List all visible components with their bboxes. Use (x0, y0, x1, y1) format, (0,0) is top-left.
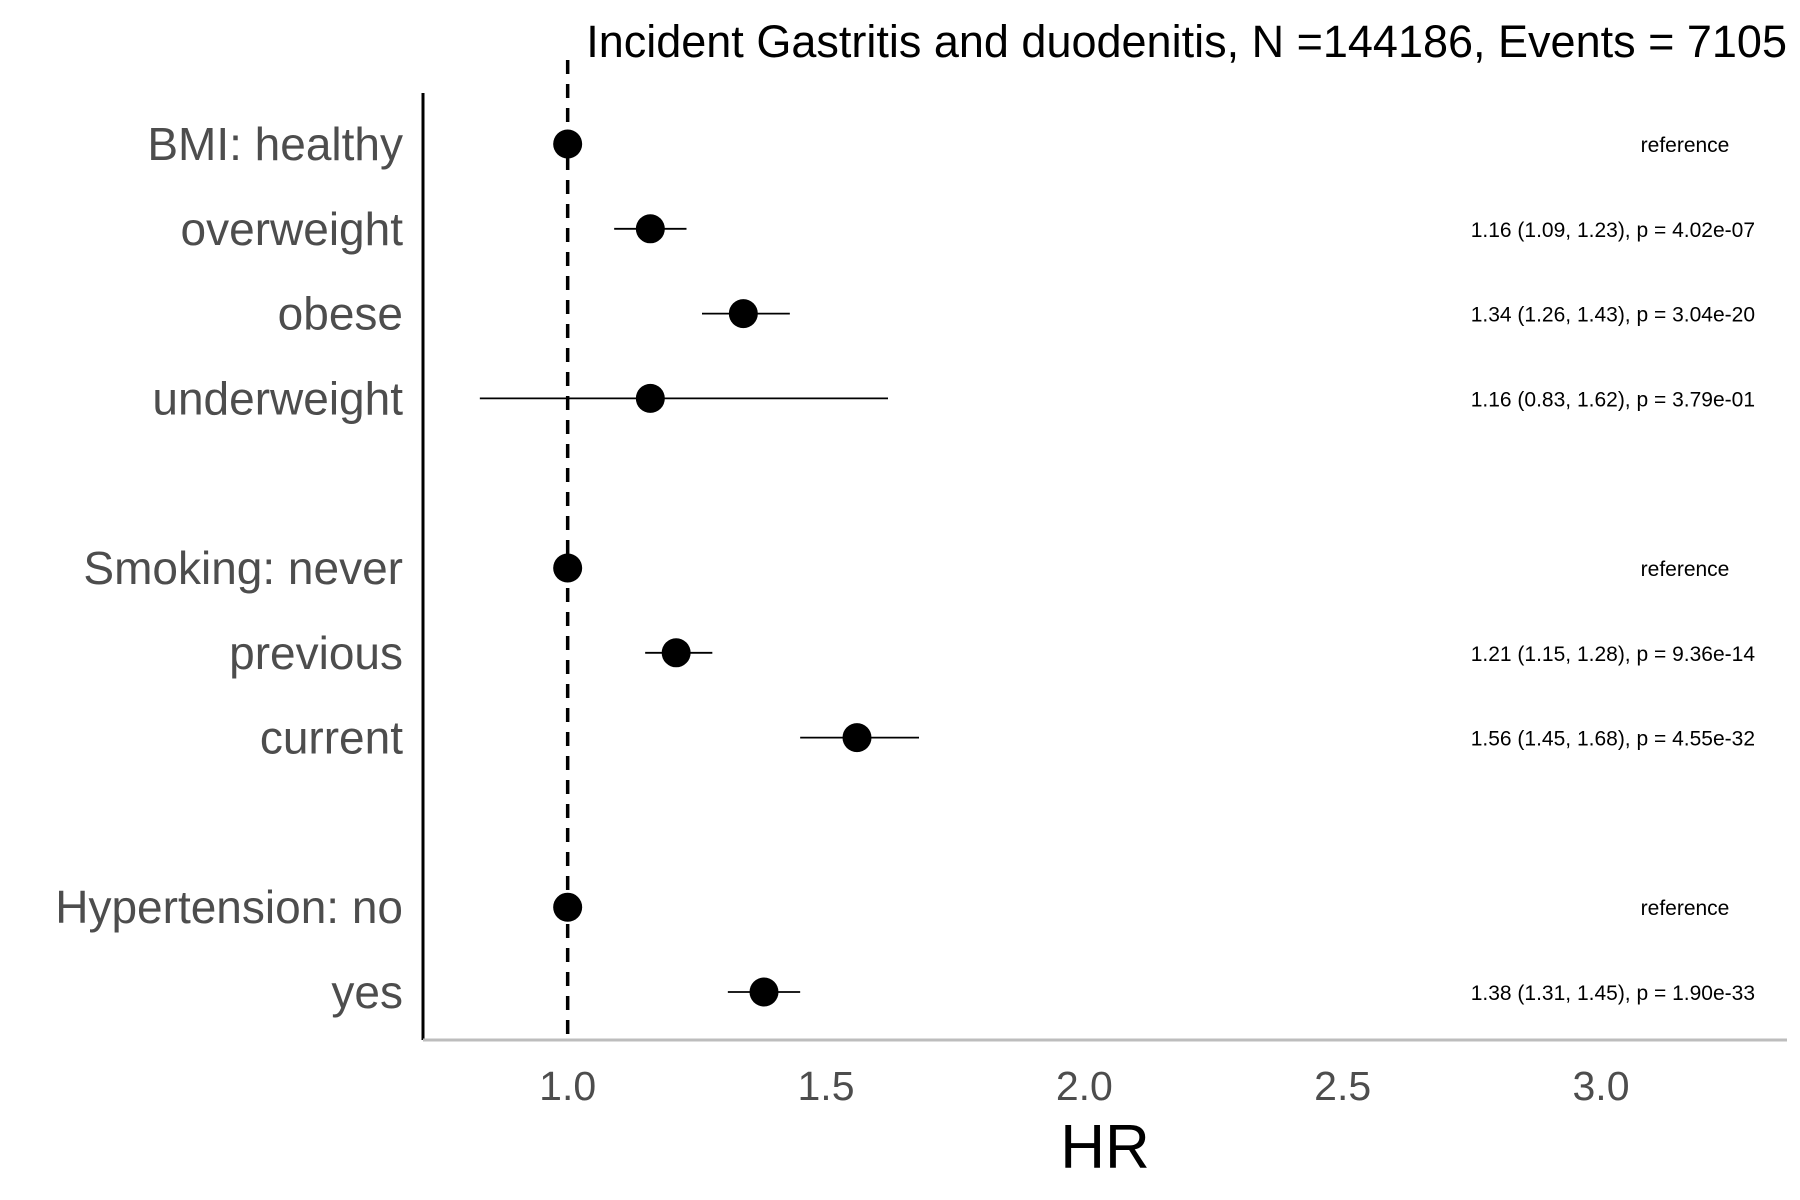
row-label: current (260, 712, 403, 764)
hr-point (842, 723, 872, 753)
hr-point (553, 553, 583, 583)
confidence-intervals (479, 227, 919, 993)
hr-point (635, 383, 665, 413)
row-label: overweight (181, 203, 404, 255)
hr-point (661, 638, 691, 668)
row-label: underweight (152, 372, 403, 424)
hr-point (553, 129, 583, 159)
row-label: BMI: healthy (147, 118, 403, 170)
x-axis-title: HR (1060, 1113, 1150, 1182)
row-annotations: reference 1.16 (1.09, 1.23), p = 4.02e-07… (1471, 134, 1756, 1005)
row-annotation: reference (1641, 897, 1730, 920)
row-label: obese (278, 288, 403, 340)
row-label: yes (331, 966, 403, 1018)
row-labels: BMI: healthy overweight obese underweight Sm… (55, 118, 403, 1018)
hr-point (749, 977, 779, 1007)
hr-point (728, 299, 758, 329)
row-label: previous (229, 627, 403, 679)
row-annotation: reference (1641, 558, 1730, 581)
x-tick-label: 2.0 (1056, 1063, 1113, 1109)
row-annotation: reference (1641, 134, 1730, 157)
hr-point (553, 892, 583, 922)
hr-point (635, 214, 665, 244)
chart-title: Incident Gastritis and duodenitis, N =14… (586, 16, 1787, 67)
x-tick-labels: 1.0 1.5 2.0 2.5 3.0 (539, 1063, 1629, 1109)
x-tick-label: 2.5 (1314, 1063, 1371, 1109)
x-tick-label: 1.0 (539, 1063, 596, 1109)
row-annotation: 1.21 (1.15, 1.28), p = 9.36e-14 (1471, 643, 1756, 666)
row-annotation: 1.34 (1.26, 1.43), p = 3.04e-20 (1471, 304, 1755, 327)
row-annotation: 1.16 (0.83, 1.62), p = 3.79e-01 (1471, 388, 1755, 411)
x-tick-label: 1.5 (798, 1063, 855, 1109)
row-label: Smoking: never (83, 542, 403, 594)
hazard-ratio-points (553, 129, 872, 1007)
x-tick-label: 3.0 (1573, 1063, 1630, 1109)
row-label: Hypertension: no (55, 881, 403, 933)
row-annotation: 1.16 (1.09, 1.23), p = 4.02e-07 (1471, 219, 1755, 242)
row-annotation: 1.56 (1.45, 1.68), p = 4.55e-32 (1471, 728, 1755, 751)
row-annotation: 1.38 (1.31, 1.45), p = 1.90e-33 (1471, 982, 1755, 1005)
